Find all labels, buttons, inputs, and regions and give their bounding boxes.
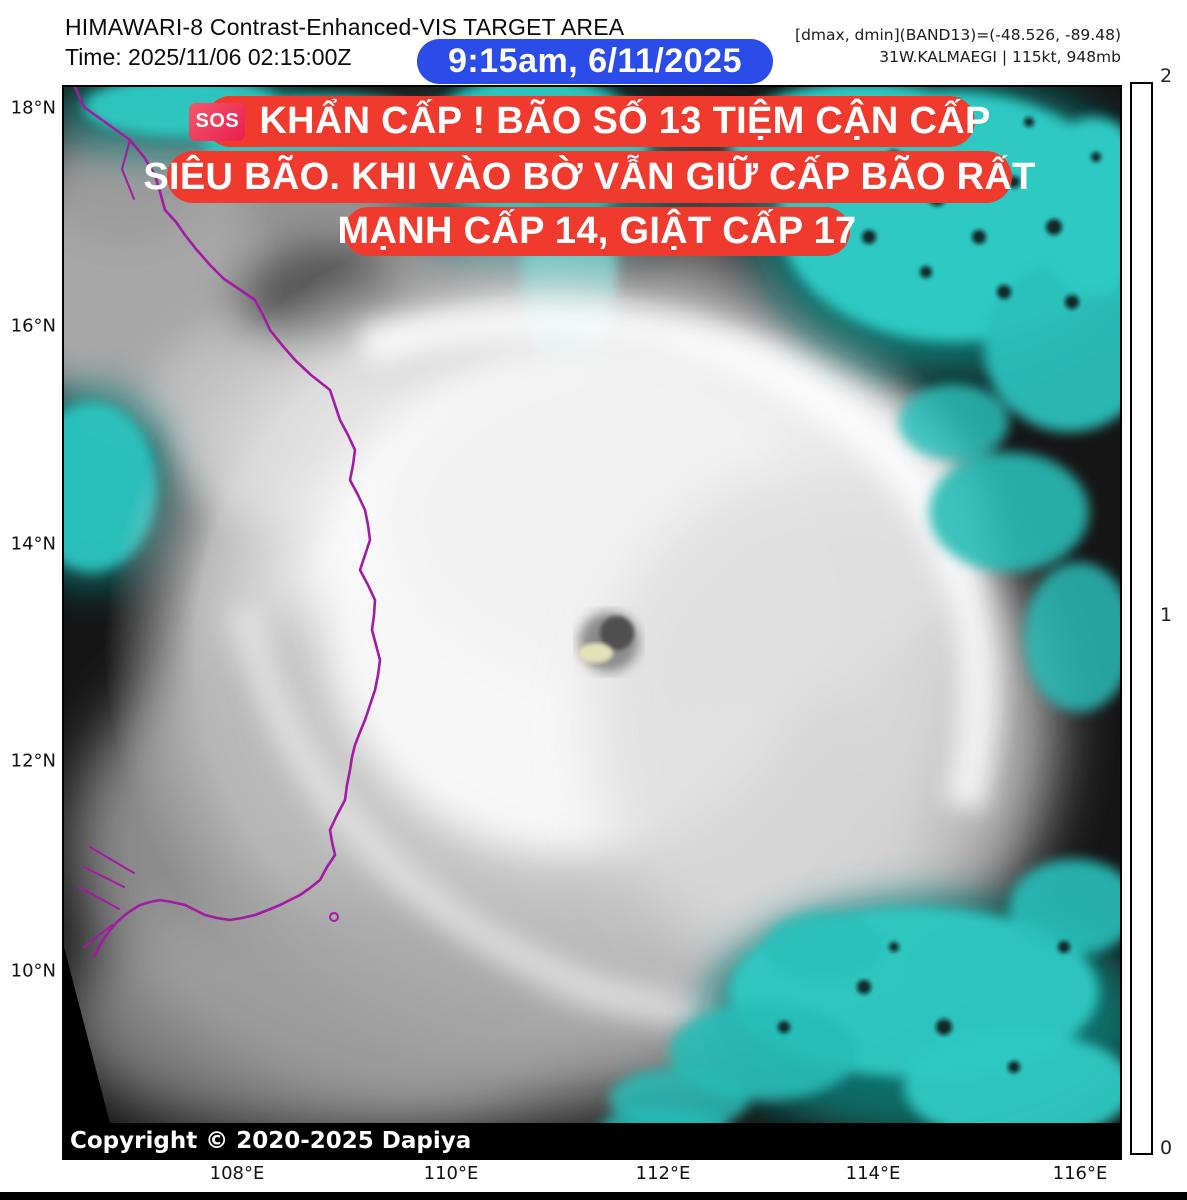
lon-tick-114e: 114°E [845, 1163, 901, 1184]
typhoon-eye [579, 612, 639, 672]
colorbar-tick-1: 1 [1160, 604, 1173, 626]
lon-tick-110e: 110°E [423, 1163, 479, 1184]
typhoon-cloud-shield [64, 207, 1054, 1137]
alert-line-3: MẠNH CẤP 14, GIẬT CẤP 17 [337, 210, 857, 252]
storm-id: 31W.KALMAEGI | 115kt, 948mb [879, 48, 1121, 66]
copyright-label: Copyright © 2020-2025 Dapiya [70, 1128, 472, 1154]
colorbar-tick-0: 0 [1160, 1137, 1173, 1159]
band-stats-block: [dmax, dmin](BAND13)=(-48.526, -89.48) 3… [795, 24, 1121, 68]
band-stats: [dmax, dmin](BAND13)=(-48.526, -89.48) [795, 26, 1121, 44]
lat-tick-18n: 18°N [10, 97, 56, 119]
swath-left-wedge [64, 947, 119, 1158]
sos-badge: SOS [189, 102, 246, 141]
alert-line-2: SIÊU BÃO. KHI VÀO BỜ VẪN GIỮ CẤP BÃO RẤT [143, 155, 1036, 198]
lat-tick-12n: 12°N [10, 750, 56, 772]
page-title: HIMAWARI-8 Contrast-Enhanced-VIS TARGET … [65, 14, 625, 40]
alert-banner-2: SIÊU BÃO. KHI VÀO BỜ VẪN GIỮ CẤP BÃO RẤT [143, 151, 1035, 203]
alert-line-1: KHẨN CẤP ! BÃO SỐ 13 TIỆM CẬN CẤP [259, 100, 991, 142]
timestamp-utc: Time: 2025/11/06 02:15:00Z [65, 44, 352, 70]
lon-tick-116e: 116°E [1052, 1163, 1108, 1184]
lat-tick-16n: 16°N [10, 315, 56, 337]
swath-bottom-band [64, 1123, 1120, 1158]
lat-tick-10n: 10°N [10, 960, 56, 982]
lon-tick-112e: 112°E [635, 1163, 691, 1184]
lat-tick-14n: 14°N [10, 533, 56, 555]
colorbar-tick-2: 2 [1160, 65, 1173, 87]
alert-banner-3: MẠNH CẤP 14, GIẬT CẤP 17 [338, 207, 856, 256]
lon-tick-108e: 108°E [209, 1163, 265, 1184]
bottom-edge-strip [0, 1192, 1187, 1200]
colorbar [1130, 82, 1153, 1155]
alert-banner-1: SOS KHẨN CẤP ! BÃO SỐ 13 TIỆM CẬN CẤP [189, 96, 990, 147]
local-time-badge: 9:15am, 6/11/2025 [417, 39, 773, 84]
